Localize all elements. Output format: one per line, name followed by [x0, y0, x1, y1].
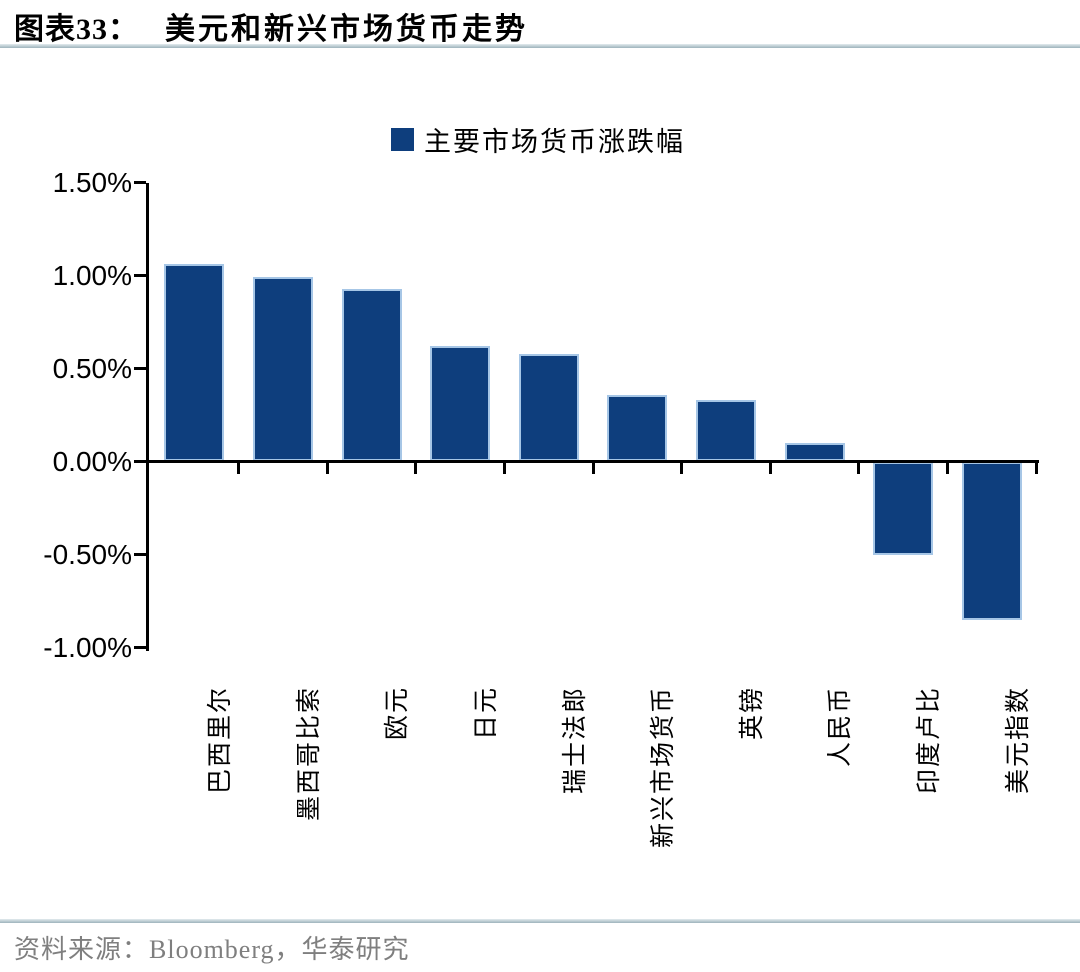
legend-swatch-icon [391, 128, 414, 151]
figure-title: 美元和新兴市场货币走势 [165, 13, 528, 46]
x-category-label: 英镑 [738, 686, 766, 741]
y-axis-line [146, 183, 149, 651]
source-note: 资料来源：Bloomberg，华泰研究 [14, 935, 410, 964]
y-tick [134, 274, 146, 277]
x-category-label: 瑞士法郎 [561, 686, 589, 795]
y-tick-label: 1.50% [52, 166, 132, 198]
footer-divider [0, 919, 1080, 923]
y-tick-label: 1.00% [52, 259, 132, 291]
x-category-label: 新兴市场货币 [650, 686, 678, 849]
x-category-label: 美元指数 [1004, 686, 1032, 795]
figure-label: 图表33： [14, 13, 139, 46]
x-category-label: 巴西里尔 [207, 686, 235, 795]
chart-bar [518, 353, 579, 462]
chart-bar [252, 277, 313, 462]
chart-bar [607, 394, 668, 462]
legend-label: 主要市场货币涨跌幅 [424, 127, 685, 157]
x-tick [502, 460, 506, 474]
x-tick [591, 460, 595, 474]
x-category-label: 欧元 [384, 686, 412, 741]
figure-header: 图表33： 美元和新兴市场货币走势 [14, 4, 528, 46]
chart-bar [430, 346, 491, 462]
x-tick [768, 460, 772, 474]
y-tick [134, 553, 146, 556]
chart-bar [873, 461, 934, 555]
x-tick [414, 460, 418, 474]
x-tick [237, 460, 241, 474]
x-category-label: 印度卢比 [916, 686, 944, 795]
chart-bar [784, 442, 845, 462]
y-tick [134, 460, 146, 463]
chart-legend: 主要市场货币涨跌幅 [391, 120, 685, 159]
y-tick-label: -0.50% [43, 538, 132, 570]
x-tick [325, 460, 329, 474]
chart-bar [164, 264, 225, 462]
y-tick [134, 646, 146, 649]
chart-bar [961, 461, 1022, 620]
x-tick [680, 460, 684, 474]
x-tick [1034, 460, 1038, 474]
y-tick-label: 0.50% [52, 352, 132, 384]
y-tick [134, 367, 146, 370]
x-category-label: 人民币 [827, 686, 855, 768]
x-tick [857, 460, 861, 474]
y-tick-label: -1.00% [43, 631, 132, 663]
chart-bar [341, 288, 402, 462]
x-category-label: 日元 [473, 686, 501, 741]
x-tick [945, 460, 949, 474]
y-tick-label: 0.00% [52, 445, 132, 477]
chart-bar [695, 400, 756, 462]
x-category-label: 墨西哥比索 [295, 686, 323, 822]
y-tick [134, 181, 146, 184]
header-divider [0, 44, 1080, 48]
